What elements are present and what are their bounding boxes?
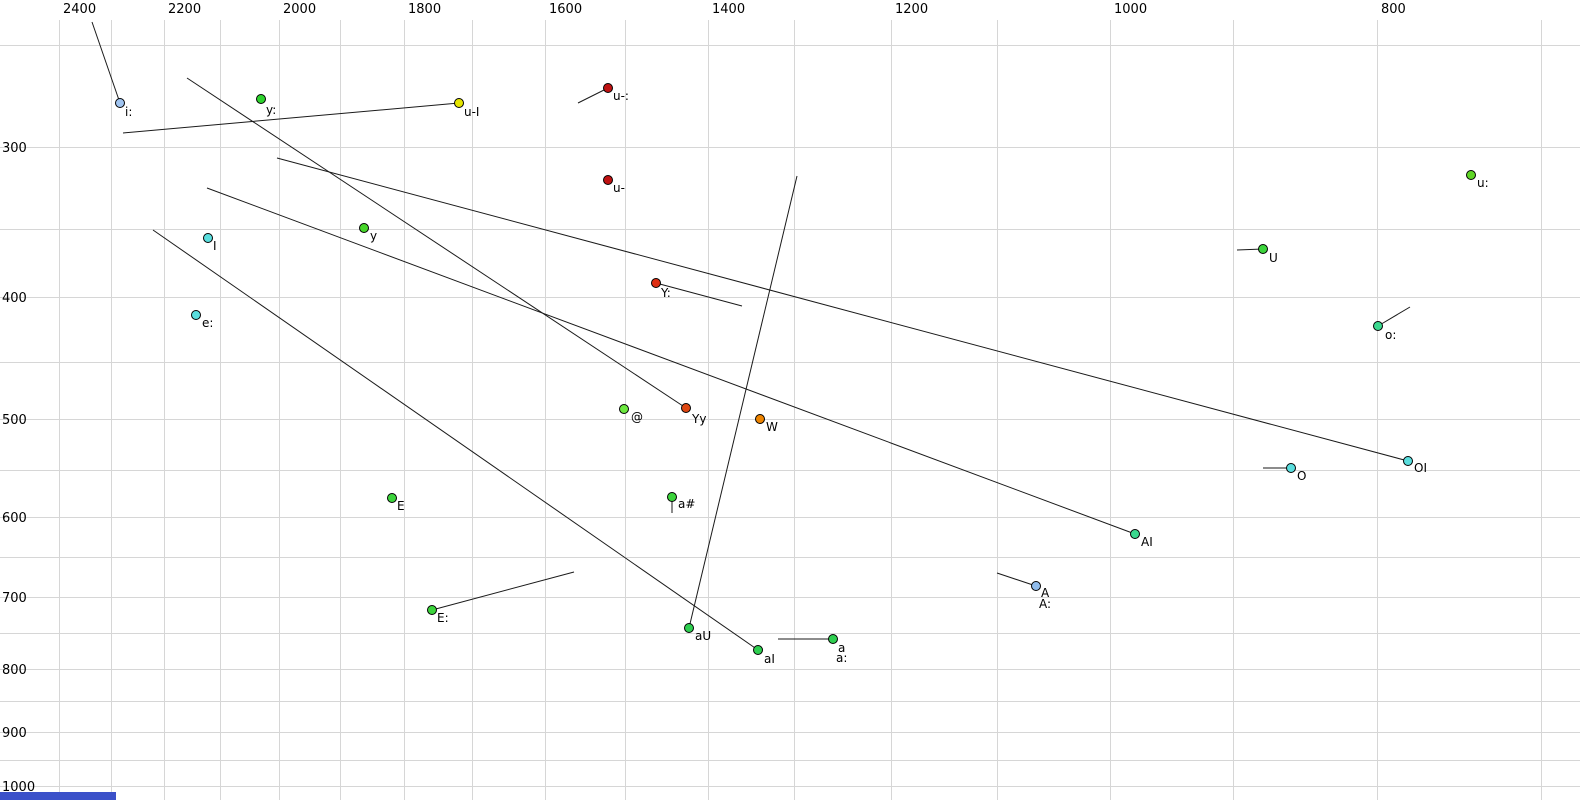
vowel-point-y[interactable] [359, 223, 369, 233]
vowel-point-Yy[interactable] [681, 403, 691, 413]
vowel-label-i:: i: [125, 105, 132, 119]
y-axis-tick-labels: 300 400 500 600 700 800 900 1000 [2, 141, 35, 795]
vowel-label-a#: a# [678, 497, 695, 511]
y-axis-tick-label: 600 [2, 511, 27, 526]
x-axis-tick-label: 2000 [283, 2, 316, 17]
vowel-point-A[interactable] [1031, 581, 1041, 591]
vowel-point-labels: i: y: u-I u-: u-y Ie: Uu: o: Y: @ Yy W O OI E a# AI A E: aU… [125, 89, 1489, 666]
vowel-point-AI[interactable] [1130, 529, 1140, 539]
x-axis-tick-label: 1400 [712, 2, 745, 17]
y-axis-tick-label: 300 [2, 141, 27, 156]
vowel-label-Y:: Y: [660, 286, 671, 300]
trajectory-line-E: [431, 571, 575, 611]
vowel-point-O[interactable] [1286, 463, 1296, 473]
y-axis-tick-label: 400 [2, 291, 27, 306]
trajectory-line-aI [152, 229, 759, 651]
background-window-fragment[interactable] [0, 792, 116, 800]
vowel-label-E: E [397, 499, 405, 513]
x-axis-tick-label: 800 [1381, 2, 1406, 17]
vowel-label-E:: E: [437, 611, 449, 625]
vowel-label-y: y [370, 229, 377, 243]
vowel-point-u-I[interactable] [454, 98, 464, 108]
vowel-label-W: W [766, 420, 778, 434]
vowel-label-aU: aU [695, 629, 711, 643]
vowel-label-A: A [1041, 586, 1050, 600]
vowel-point-o:[interactable] [1373, 321, 1383, 331]
vowel-label-OI: OI [1414, 461, 1427, 475]
vowel-point-a[interactable] [828, 634, 838, 644]
y-axis-tick-label: 800 [2, 663, 27, 678]
trajectory-line-u-I [122, 102, 460, 134]
vowel-label-Yy: Yy [691, 412, 706, 426]
gridlines [0, 20, 1580, 800]
x-axis-tick-label: 1200 [895, 2, 928, 17]
vowel-label-AI: AI [1141, 535, 1153, 549]
vowel-label-U: U [1269, 251, 1278, 265]
vowel-label-u-I: u-I [464, 105, 479, 119]
vowel-point-aI[interactable] [753, 645, 763, 655]
trajectory-line-aU [688, 175, 798, 629]
vowel-label-a: a [838, 641, 845, 655]
trajectory-line-Y: [655, 282, 743, 307]
vowel-label-u:: u: [1477, 176, 1489, 190]
x-axis-tick-label: 1600 [549, 2, 582, 17]
x-axis-tick-label: 2400 [63, 2, 96, 17]
vowel-label-o:: o: [1385, 328, 1396, 342]
vowel-point-OI[interactable] [1403, 456, 1413, 466]
vowel-point-y:[interactable] [256, 94, 266, 104]
vowel-point-I[interactable] [203, 233, 213, 243]
trajectory-line-AI [206, 187, 1136, 535]
x-axis-tick-labels: 2400 2200 2000 1800 1600 1400 1200 1000 800 [63, 2, 1406, 17]
vowel-point-E[interactable] [387, 493, 397, 503]
vowel-point-U[interactable] [1258, 244, 1268, 254]
trajectory-line-A [996, 572, 1037, 587]
vowel-label-a:: a: [836, 651, 847, 665]
vowel-label-u-: u- [613, 181, 625, 195]
trajectory-line-o: [1377, 306, 1411, 327]
x-axis-tick-label: 1800 [408, 2, 441, 17]
y-axis-tick-label: 900 [2, 726, 27, 741]
vowel-label-@: @ [631, 410, 643, 424]
y-axis-tick-label: 700 [2, 591, 27, 606]
trajectory-line-Yy [186, 77, 687, 409]
vowel-point-Y:[interactable] [651, 278, 661, 288]
vowel-point-e:[interactable] [191, 310, 201, 320]
x-axis-tick-label: 2200 [168, 2, 201, 17]
vowel-label-y:: y: [266, 103, 276, 117]
y-axis-tick-label: 500 [2, 413, 27, 428]
vowel-point-i:[interactable] [115, 98, 125, 108]
vowel-label-u-:: u-: [613, 89, 629, 103]
vowel-point-u:[interactable] [1466, 170, 1476, 180]
vowel-label-O: O [1297, 469, 1306, 483]
y-axis-tick-label: 1000 [2, 780, 35, 795]
trajectory-line-i: [91, 21, 121, 104]
trajectory-lines [91, 21, 1411, 651]
vowel-point-a#[interactable] [667, 492, 677, 502]
trajectory-line-OI [276, 157, 1409, 462]
trajectory-line-u-: [577, 87, 609, 104]
vowel-label-e:: e: [202, 316, 213, 330]
x-axis-tick-label: 1000 [1114, 2, 1147, 17]
vowel-point-E:[interactable] [427, 605, 437, 615]
vowel-label-A:: A: [1039, 597, 1051, 611]
vowel-point-aU[interactable] [684, 623, 694, 633]
vowel-point-@[interactable] [619, 404, 629, 414]
vowel-point-W[interactable] [755, 414, 765, 424]
vowel-point-u-[interactable] [603, 175, 613, 185]
vowel-label-I: I [213, 239, 217, 253]
vowel-label-aI: aI [764, 652, 775, 666]
vowel-points [115, 83, 1476, 655]
vowel-point-u-:[interactable] [603, 83, 613, 93]
